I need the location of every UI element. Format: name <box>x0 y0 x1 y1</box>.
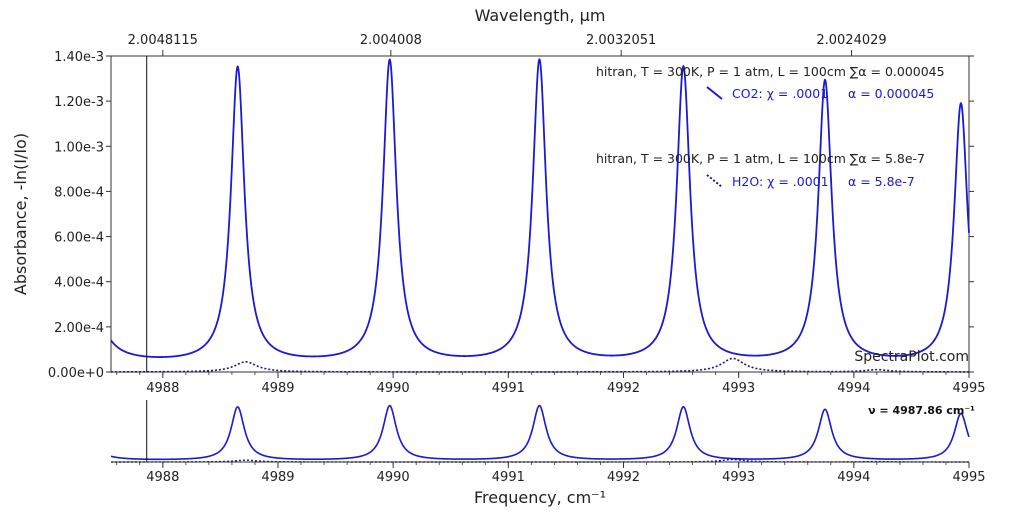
y-tick-label: 0.00e+0 <box>48 366 104 381</box>
x-tick-label: 4989 <box>261 381 294 396</box>
top-tick-label: 2.0032051 <box>586 33 656 48</box>
y-tick-label: 1.00e-3 <box>54 140 104 155</box>
legend-co2-alpha: α = 0.000045 <box>848 86 934 101</box>
y-tick-label: 1.40e-3 <box>54 50 104 65</box>
x-tick-label: 4988 <box>146 381 179 396</box>
y-tick-label: 4.00e-4 <box>54 276 104 291</box>
x-tick-label: 4995 <box>952 381 985 396</box>
legend-h2o-swatch <box>706 174 723 188</box>
x-tick-label: 4990 <box>377 381 410 396</box>
cursor-readout: ν = 4987.86 cm⁻¹ <box>868 404 975 417</box>
x-tick-label: 4993 <box>722 381 755 396</box>
legend-h2o-alpha: α = 5.8e-7 <box>848 174 915 189</box>
overview-x-tick-label: 4990 <box>377 470 410 485</box>
y-axis-title: Absorbance, -ln(I/Io) <box>11 133 30 295</box>
y-tick-label: 8.00e-4 <box>54 185 104 200</box>
legend-co2-swatch <box>706 86 723 100</box>
x-tick-label: 4992 <box>607 381 640 396</box>
top-tick-label: 2.0048115 <box>128 33 198 48</box>
y-tick-label: 1.20e-3 <box>54 95 104 110</box>
y-tick-label: 2.00e-4 <box>54 321 104 336</box>
overview-x-tick-label: 4993 <box>722 470 755 485</box>
legend-h2o-species: H2O: χ = .0001 <box>732 174 829 189</box>
top-axis-title: Wavelength, µm <box>475 6 606 25</box>
main-plot-frame <box>110 55 970 373</box>
legend: hitran, T = 300K, P = 1 atm, L = 100cm ∑… <box>596 64 945 189</box>
overview-series-line-co2 <box>110 404 970 461</box>
overview-x-tick-label: 4988 <box>146 470 179 485</box>
top-tick-label: 2.004008 <box>360 33 422 48</box>
x-axis-title: Frequency, cm⁻¹ <box>474 488 606 507</box>
top-tick-label: 2.0024029 <box>816 33 886 48</box>
y-tick-label: 6.00e-4 <box>54 231 104 246</box>
overview-x-tick-label: 4995 <box>952 470 985 485</box>
overview-x-tick-label: 4989 <box>261 470 294 485</box>
overview-x-tick-label: 4992 <box>607 470 640 485</box>
series-line-h2o <box>110 357 970 373</box>
overview-x-tick-label: 4991 <box>492 470 525 485</box>
series-line-co2 <box>110 58 970 358</box>
overview-x-tick-label: 4994 <box>837 470 870 485</box>
watermark: SpectraPlot.com <box>854 349 969 365</box>
x-tick-label: 4991 <box>492 381 525 396</box>
x-tick-label: 4994 <box>837 381 870 396</box>
legend-co2-header: hitran, T = 300K, P = 1 atm, L = 100cm ∑… <box>596 64 945 79</box>
legend-co2-species: CO2: χ = .0001 <box>732 86 828 101</box>
legend-h2o-header: hitran, T = 300K, P = 1 atm, L = 100cm ∑… <box>596 151 925 166</box>
